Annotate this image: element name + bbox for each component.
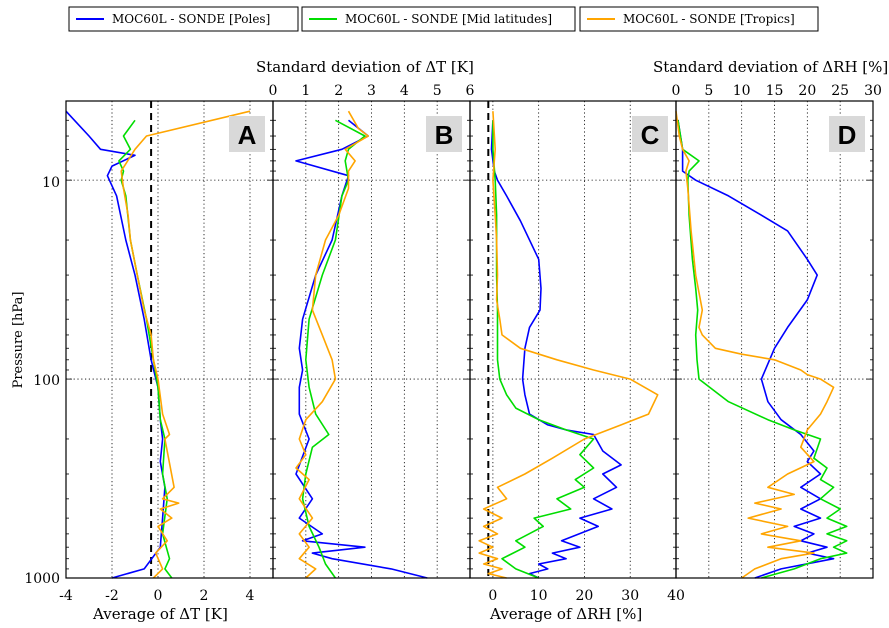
panel-D: 0 5 10 15 20 25 30 D — [672, 83, 882, 579]
x-tick-label: 10 — [733, 83, 751, 99]
x-tick-label: 6 — [466, 83, 475, 99]
x-tick-label: 10 — [530, 588, 548, 604]
x-tick-label: -4 — [59, 588, 73, 604]
legend-box-tropics — [579, 6, 819, 32]
legend-label-poles: MOC60L - SONDE [Poles] — [112, 12, 270, 26]
top-axis-title-dT: Standard deviation of ΔT [K] — [256, 58, 474, 76]
x-tick-label: 0 — [154, 588, 163, 604]
legend: MOC60L - SONDE [Poles] MOC60L - SONDE [M… — [68, 6, 819, 32]
series-line-tropics — [295, 110, 369, 579]
x-tick-label: 2 — [334, 83, 343, 99]
x-tick-label: 30 — [621, 588, 639, 604]
series-line-poles — [677, 120, 835, 579]
panel-label: C — [641, 120, 660, 150]
x-tick-label: -2 — [105, 588, 119, 604]
top-axis-title-dRH: Standard deviation of ΔRH [%] — [653, 58, 888, 76]
x-tick-label: 0 — [269, 83, 278, 99]
series-line-mid-latitudes — [677, 120, 848, 579]
y-tick-label-10: 10 — [42, 175, 60, 191]
panel-frame — [272, 100, 471, 579]
x-tick-label: 5 — [704, 83, 713, 99]
y-axis-label: Pressure [hPa] — [11, 292, 26, 389]
panel-label: A — [238, 120, 257, 150]
series-line-poles — [65, 110, 166, 579]
panel-label-box — [229, 116, 265, 152]
panel-label-box — [829, 116, 865, 152]
x-tick-label: 0 — [672, 83, 681, 99]
panel-label-box — [632, 116, 668, 152]
x-tick-label: 20 — [576, 588, 594, 604]
panel-frame — [675, 100, 874, 579]
x-tick-label: 3 — [367, 83, 376, 99]
x-tick-label: 0 — [488, 588, 497, 604]
x-tick-label: 30 — [864, 83, 882, 99]
series-line-tropics — [675, 111, 835, 579]
x-tick-label: 2 — [200, 588, 209, 604]
panel-B: 0 1 2 3 4 5 6 B — [269, 83, 475, 579]
panel-label: D — [838, 120, 857, 150]
panel-label: B — [435, 120, 454, 150]
x-tick-label: 40 — [667, 588, 685, 604]
x-tick-label: 4 — [400, 83, 409, 99]
x-tick-label: 5 — [433, 83, 442, 99]
legend-label-mid: MOC60L - SONDE [Mid latitudes] — [345, 12, 552, 26]
panels: -4 -2 0 2 4 A 0 1 2 3 4 5 6 B 0 10 20 30 40 C 0 5 10 15 20 25 30 D — [59, 83, 882, 604]
panel-A: -4 -2 0 2 4 A — [59, 100, 274, 604]
bottom-axis-title-dT: Average of ΔT [K] — [92, 605, 228, 623]
x-tick-label: 4 — [246, 588, 255, 604]
panel-C: 0 10 20 30 40 C — [469, 100, 685, 604]
series-line-mid-latitudes — [118, 119, 173, 579]
legend-box-poles — [68, 6, 299, 32]
series-line-tropics — [478, 111, 659, 579]
series-line-poles — [295, 119, 428, 579]
x-tick-label: 15 — [766, 83, 784, 99]
legend-box-mid — [301, 6, 576, 32]
y-tick-label-1000: 1000 — [24, 571, 60, 587]
y-tick-label-100: 100 — [33, 373, 60, 389]
legend-label-tropics: MOC60L - SONDE [Tropics] — [623, 12, 795, 26]
bottom-axis-title-dRH: Average of ΔRH [%] — [489, 605, 642, 623]
series-line-mid-latitudes — [301, 119, 366, 579]
panel-frame — [469, 100, 677, 579]
x-tick-label: 20 — [798, 83, 816, 99]
series-line-tropics — [120, 110, 251, 579]
series-line-mid-latitudes — [492, 120, 595, 579]
x-tick-label: 1 — [301, 83, 310, 99]
series-line-poles — [490, 120, 622, 579]
panel-label-box — [426, 116, 462, 152]
x-tick-label: 25 — [831, 83, 849, 99]
